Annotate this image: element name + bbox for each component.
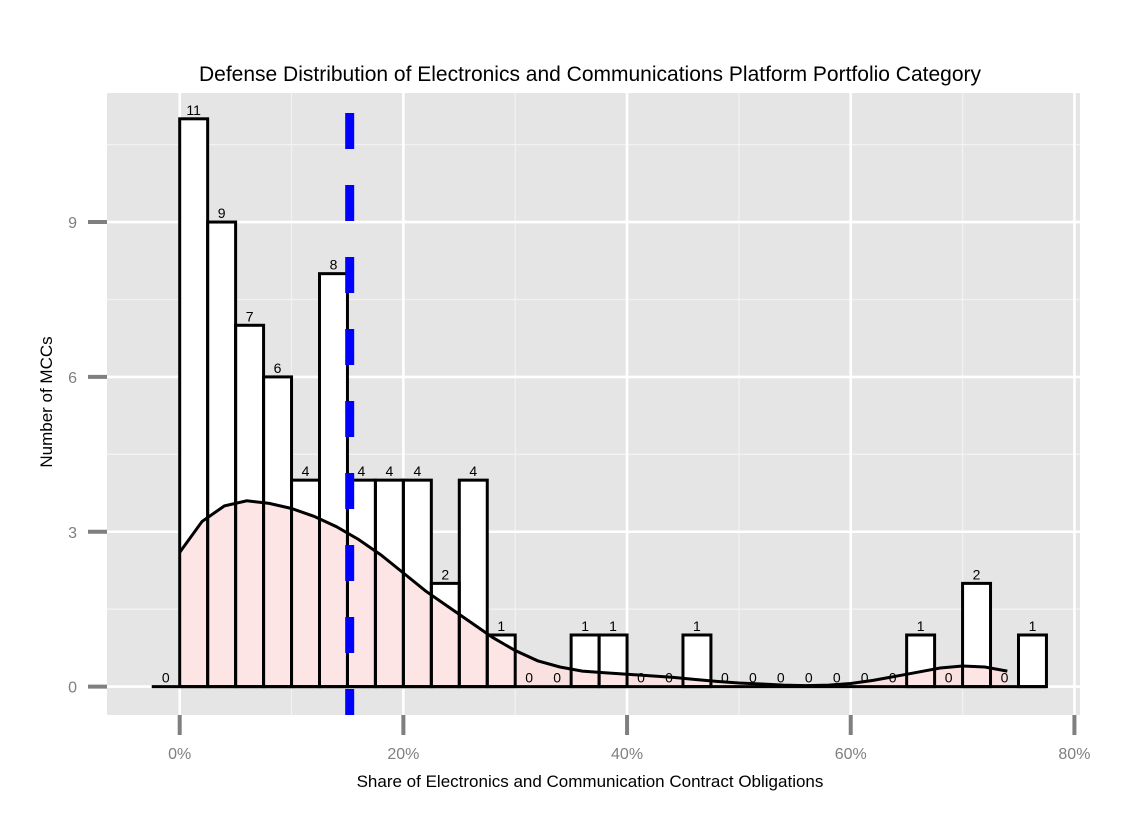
y-tick-label: 9 <box>68 215 77 232</box>
bar-count-label: 0 <box>805 670 813 686</box>
y-tick-label: 3 <box>68 525 77 542</box>
bar-count-label: 1 <box>693 618 701 634</box>
bar-count-label: 0 <box>721 670 729 686</box>
density-layer <box>178 499 1008 688</box>
bar-count-label: 0 <box>553 670 561 686</box>
bar-count-label: 1 <box>1029 618 1037 634</box>
density-curve <box>178 499 1008 688</box>
density-area <box>179 500 1008 687</box>
bar-count-label: 0 <box>945 670 953 686</box>
bar-count-label: 4 <box>469 463 477 479</box>
x-tick-label: 60% <box>835 746 867 763</box>
y-tick-label: 6 <box>68 370 77 387</box>
y-tick-label: 0 <box>68 680 77 697</box>
bar-count-label: 1 <box>609 618 617 634</box>
x-tick-label: 40% <box>611 746 643 763</box>
bar-count-label: 7 <box>246 308 254 324</box>
bar-count-label: 1 <box>581 618 589 634</box>
histogram-bar <box>1018 634 1047 687</box>
x-tick-label: 80% <box>1058 746 1090 763</box>
bar-count-label: 2 <box>973 566 981 582</box>
bar-count-label: 0 <box>665 670 673 686</box>
x-axis: 0% 20% 40% 60% 80% <box>168 715 1090 763</box>
bar-count-label: 4 <box>413 463 421 479</box>
bar-count-label: 0 <box>777 670 785 686</box>
bar-count-label: 8 <box>330 257 338 273</box>
bar-count-label: 0 <box>1001 670 1009 686</box>
x-axis-title: Share of Electronics and Communication C… <box>357 772 824 791</box>
bar-count-label: 4 <box>302 463 310 479</box>
bar-count-label: 2 <box>441 566 449 582</box>
bar-count-label: 0 <box>833 670 841 686</box>
bar-count-label: 1 <box>917 618 925 634</box>
bar-count-label: 0 <box>861 670 869 686</box>
bar-count-label: 0 <box>162 670 170 686</box>
bar-outlines <box>151 117 1048 689</box>
bar-count-label: 0 <box>749 670 757 686</box>
bar-count-label: 4 <box>358 463 366 479</box>
bar-count-label: 1 <box>497 618 505 634</box>
bar-count-label: 4 <box>385 463 393 479</box>
chart-title: Defense Distribution of Electronics and … <box>199 63 982 86</box>
x-tick-label: 20% <box>387 746 419 763</box>
x-tick-label: 0% <box>168 746 191 763</box>
bar-count-label: 6 <box>274 360 282 376</box>
y-axis-title: Number of MCCs <box>37 336 56 467</box>
bar-count-label: 11 <box>186 102 201 118</box>
bar-count-label: 0 <box>637 670 645 686</box>
bar-count-label: 0 <box>889 670 897 686</box>
bar-count-label: 9 <box>218 205 226 221</box>
bar-count-label: 0 <box>525 670 533 686</box>
y-axis: 0 3 6 9 <box>68 215 107 697</box>
